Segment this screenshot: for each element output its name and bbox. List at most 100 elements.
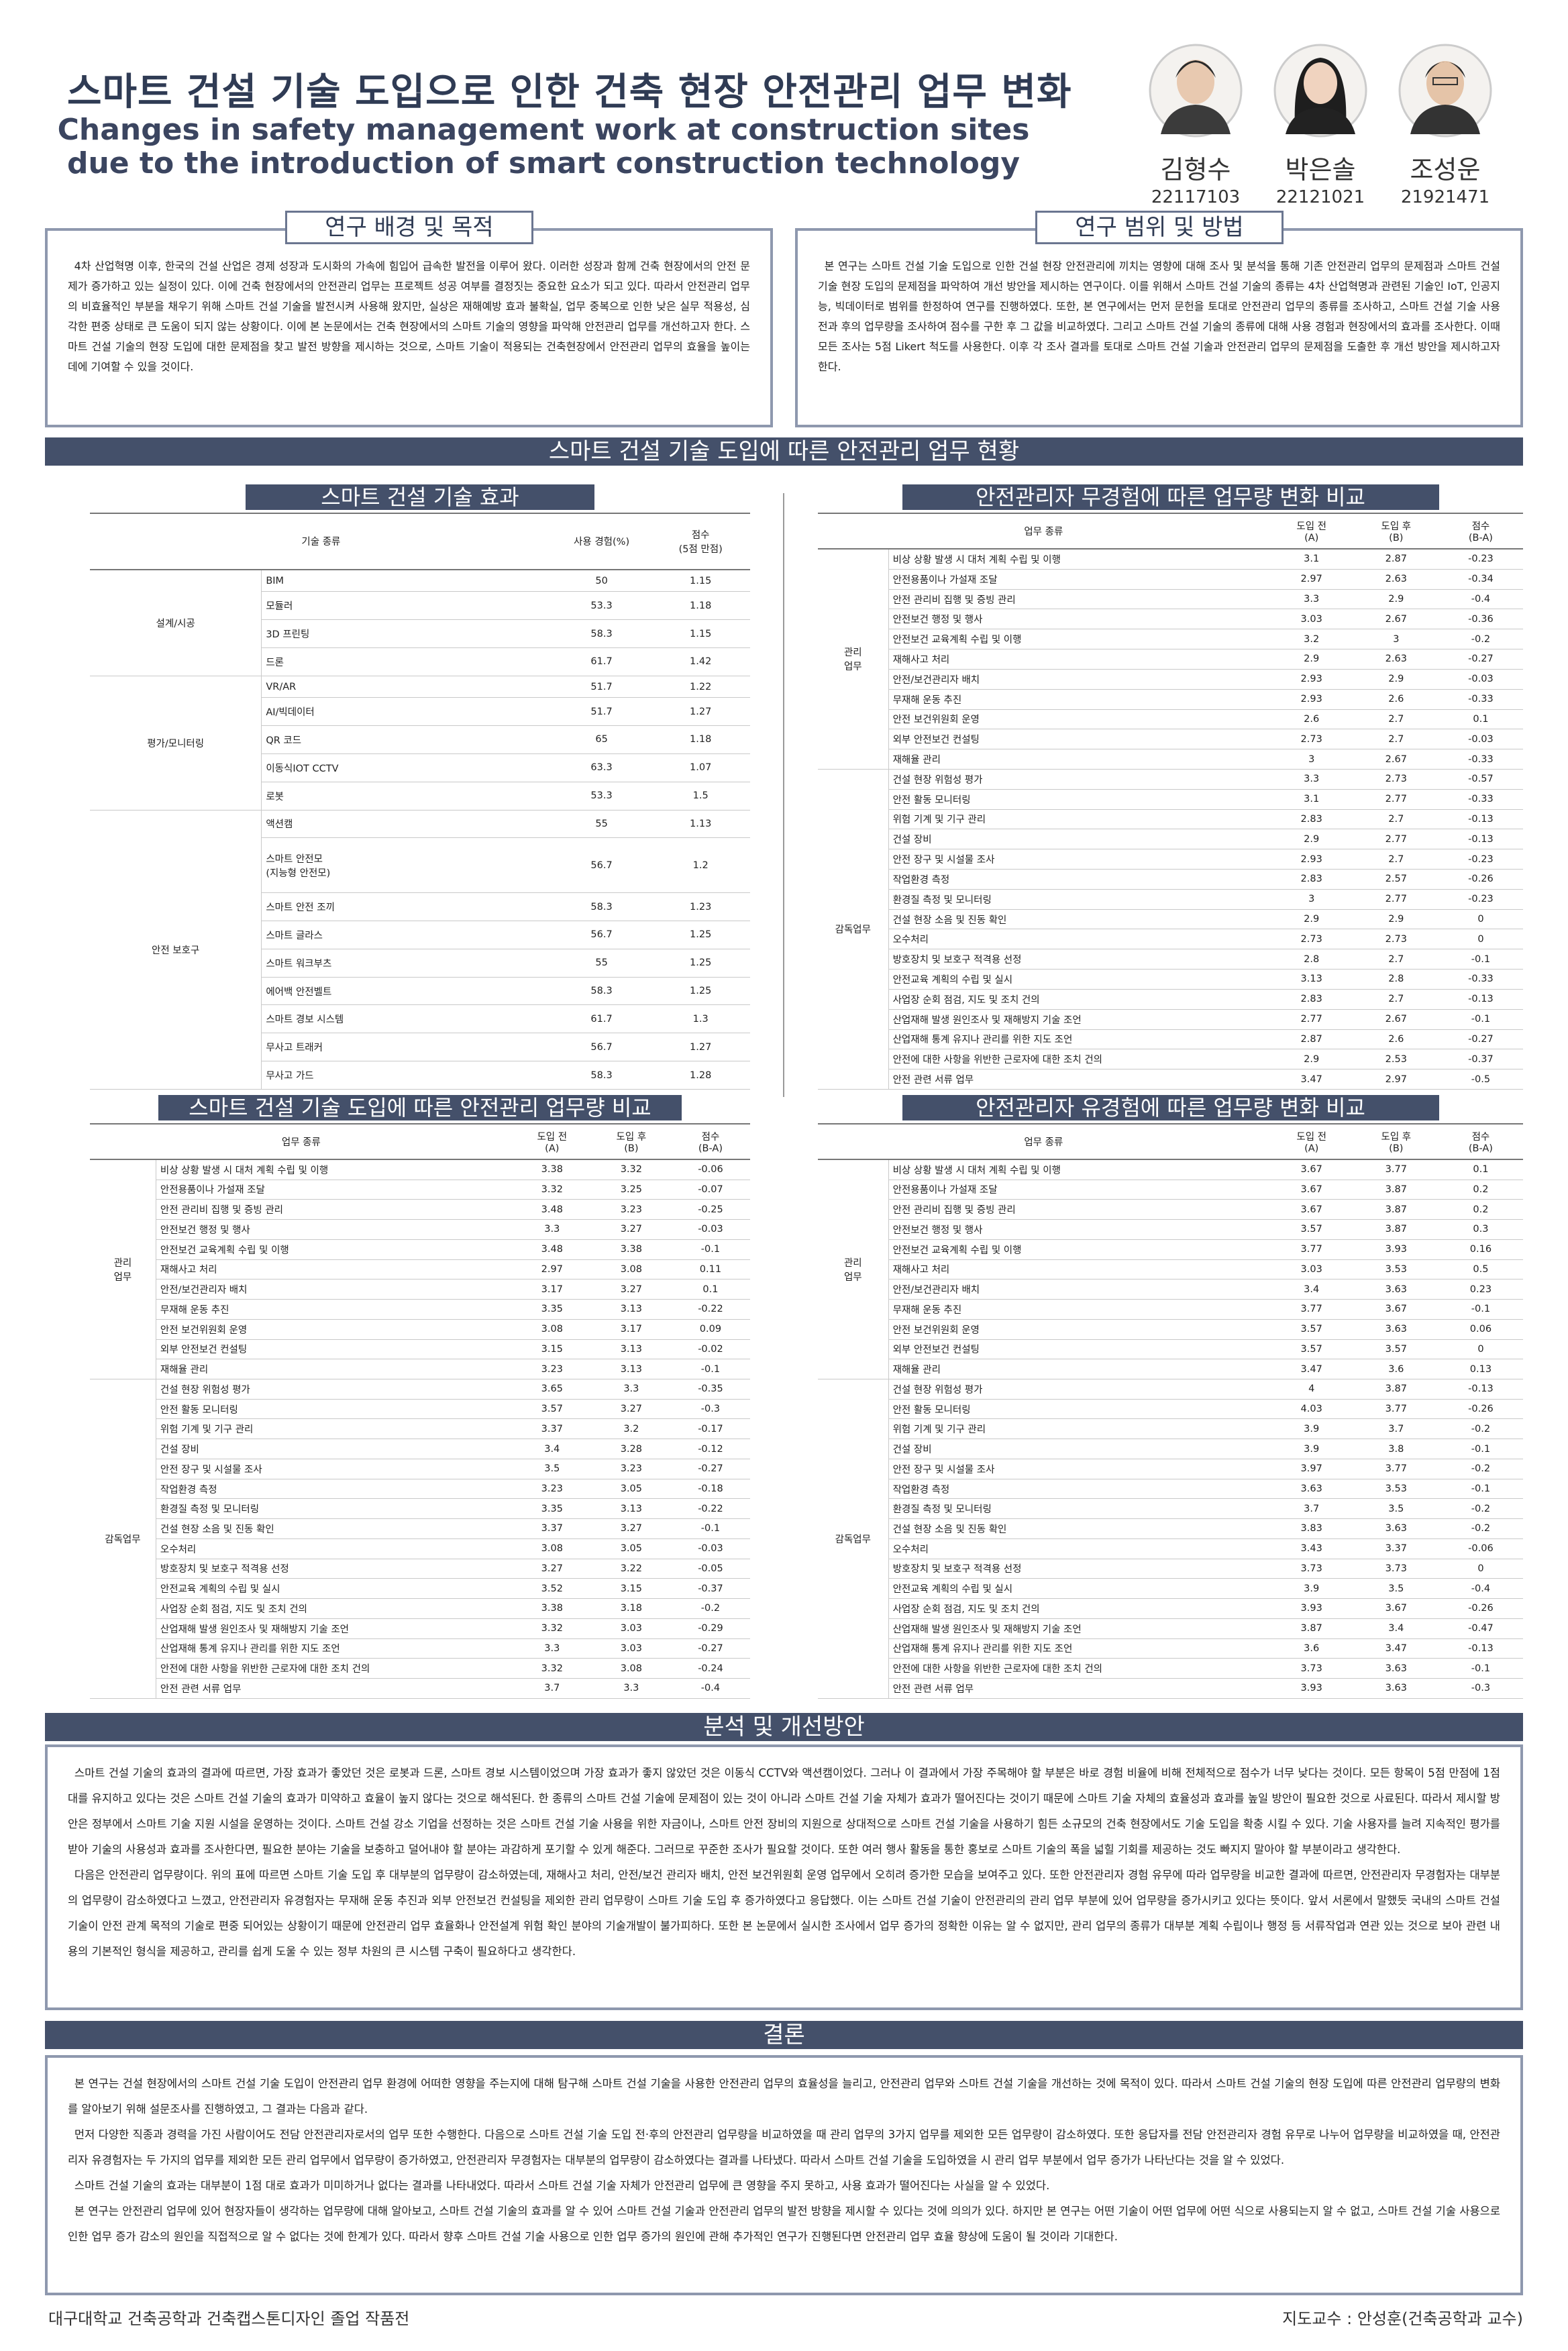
table-row: 외부 안전보건 컨설팅 3.15 3.13 -0.02 — [90, 1339, 750, 1360]
cell: 3.73 — [1353, 1559, 1439, 1579]
author: 김형수 22117103 — [1139, 149, 1253, 207]
cell: -0.2 — [1438, 1518, 1523, 1539]
column-header: 도입 전 (A) — [1269, 513, 1354, 550]
cell: -0.1 — [1438, 1299, 1523, 1320]
cell: 3.63 — [1269, 1479, 1354, 1500]
table-row: 안전 관리비 집행 및 증빙 관리 3.3 2.9 -0.4 — [818, 589, 1523, 610]
column-header: 업무 종류 — [818, 1123, 1269, 1160]
row-label: 재해율 관리 — [156, 1359, 513, 1379]
table-row: 안전에 대한 사항을 위반한 근로자에 대한 조치 건의 3.73 3.63 -0.1 — [818, 1658, 1523, 1679]
table-row: 재해사고 처리 3.03 3.53 0.5 — [818, 1259, 1523, 1280]
row-label: 안전보건 교육계획 수립 및 이행 — [888, 1239, 1269, 1260]
table-row: 산업재해 통계 유지나 관리를 위한 지도 조언 2.87 2.6 -0.27 — [818, 1029, 1523, 1050]
cell: 3.93 — [1269, 1598, 1354, 1619]
row-label: 안전에 대한 사항을 위반한 근로자에 대한 조치 건의 — [888, 1658, 1269, 1679]
cell: 3.2 — [1269, 629, 1354, 650]
row-label: 안전/보건관리자 배치 — [888, 1279, 1269, 1300]
cell: -0.23 — [1438, 849, 1523, 870]
row-label: 드론 — [261, 647, 552, 676]
cell: -0.2 — [1438, 629, 1523, 650]
cell: -0.13 — [1438, 1379, 1523, 1400]
cell: 1.28 — [651, 1061, 750, 1090]
cell: 3.05 — [591, 1538, 671, 1559]
table-row: 방호장치 및 보호구 적격용 선정 3.73 3.73 0 — [818, 1559, 1523, 1579]
cell: 2.73 — [1353, 929, 1439, 950]
row-label: 안전 보건위원회 운영 — [156, 1319, 513, 1340]
cell: 2.77 — [1353, 789, 1439, 810]
table-row: 산업재해 발생 원인조사 및 재해방지 기술 조언 3.32 3.03 -0.29 — [90, 1618, 750, 1639]
cell: 3.77 — [1269, 1299, 1354, 1320]
cell: 0.3 — [1438, 1219, 1523, 1240]
table-row: 사업장 순회 점검, 지도 및 조치 건의 3.38 3.18 -0.2 — [90, 1598, 750, 1619]
row-label: 안전에 대한 사항을 위반한 근로자에 대한 조치 건의 — [888, 1049, 1269, 1070]
cell: 1.15 — [651, 569, 750, 592]
table-row: 건설 장비 3.4 3.28 -0.12 — [90, 1439, 750, 1459]
table-row: 산업재해 발생 원인조사 및 재해방지 기술 조언 3.87 3.4 -0.47 — [818, 1618, 1523, 1639]
cell: -0.4 — [1438, 1578, 1523, 1600]
cell: 2.97 — [1353, 1069, 1439, 1090]
cell: 58.3 — [552, 619, 651, 649]
table-row: 무재해 운동 추진 2.93 2.6 -0.33 — [818, 689, 1523, 710]
cell: -0.05 — [670, 1559, 750, 1579]
cell: 3.32 — [512, 1658, 592, 1679]
table-row: 안전교육 계획의 수립 및 실시 3.13 2.8 -0.33 — [818, 969, 1523, 990]
table-row: 건설 현장 소음 및 진동 확인 2.9 2.9 0 — [818, 909, 1523, 930]
row-label: 오수처리 — [156, 1538, 513, 1559]
cell: 1.27 — [651, 1033, 750, 1062]
row-label: 사업장 순회 점검, 지도 및 조치 건의 — [888, 989, 1269, 1010]
cell: -0.34 — [1438, 569, 1523, 590]
section-tab: 연구 배경 및 목적 — [285, 211, 533, 244]
cell: -0.33 — [1438, 749, 1523, 770]
cell: 3.47 — [1269, 1359, 1354, 1379]
cell: 3.08 — [591, 1658, 671, 1679]
cell: 2.9 — [1353, 589, 1439, 610]
cell: 2.9 — [1269, 649, 1354, 670]
scope-box: 본 연구는 스마트 건설 기술 도입으로 인한 건설 현장 안전관리에 끼치는 … — [795, 228, 1523, 427]
table-row: 안전용품이나 가설재 조달 3.67 3.87 0.2 — [818, 1180, 1523, 1200]
cell: 3.87 — [1353, 1379, 1439, 1400]
cell: 3.32 — [591, 1159, 671, 1180]
cell: 3.5 — [1353, 1498, 1439, 1520]
cell: 3.3 — [512, 1219, 592, 1240]
row-label: 사업장 순회 점검, 지도 및 조치 건의 — [888, 1598, 1269, 1619]
row-label: 안전 활동 모니터링 — [156, 1399, 513, 1420]
row-label: 안전교육 계획의 수립 및 실시 — [156, 1578, 513, 1600]
cell: 3.27 — [591, 1518, 671, 1539]
cell: 3.53 — [1353, 1259, 1439, 1280]
row-label: 오수처리 — [888, 1538, 1269, 1559]
row-label: 외부 안전보건 컨설팅 — [888, 1339, 1269, 1360]
row-label: 에어백 안전벨트 — [261, 977, 552, 1006]
cell: 3.23 — [591, 1199, 671, 1220]
portrait — [1273, 44, 1367, 138]
cell: 0 — [1438, 1339, 1523, 1360]
group-label: 안전 보호구 — [90, 810, 262, 1090]
subtitle: Changes in safety management work at con… — [57, 113, 1030, 147]
cell: -0.3 — [670, 1399, 750, 1420]
column-header: 점수 (B-A) — [1438, 1123, 1523, 1160]
author-name: 조성운 — [1410, 155, 1481, 185]
data-table: 업무 종류 도입 전 (A) 도입 후 (B) 점수 (B-A) 관리 업무 비상 상황 … — [818, 1123, 1523, 1700]
cell: 0.13 — [1438, 1359, 1523, 1379]
cell: 3.03 — [591, 1638, 671, 1659]
table-row: 안전 관리비 집행 및 증빙 관리 3.67 3.87 0.2 — [818, 1199, 1523, 1220]
cell: 3.27 — [512, 1559, 592, 1579]
row-label: 건설 장비 — [888, 1439, 1269, 1459]
column-header: 점수 (5점 만점) — [651, 513, 750, 570]
cell: 3.4 — [512, 1439, 592, 1459]
author-id: 22117103 — [1151, 187, 1241, 207]
row-label: 작업환경 측정 — [156, 1479, 513, 1500]
row-label: 작업환경 측정 — [888, 1479, 1269, 1500]
cell: 3.1 — [1269, 548, 1354, 570]
cell: 3.97 — [1269, 1459, 1354, 1479]
table-row: 무사고 가드 58.3 1.28 — [90, 1061, 750, 1090]
background-box: 4차 산업혁명 이후, 한국의 건설 산업은 경제 성장과 도시화의 가속에 힘… — [45, 228, 773, 427]
cell: 2.6 — [1269, 709, 1354, 730]
row-label: 안전보건 교육계획 수립 및 이행 — [888, 629, 1269, 650]
row-label: 위험 기계 및 기구 관리 — [888, 809, 1269, 830]
cell: 61.7 — [552, 647, 651, 676]
cell: 3.48 — [512, 1199, 592, 1220]
group-label: 관리 업무 — [90, 1159, 156, 1379]
column-header: 업무 종류 — [90, 1123, 513, 1160]
column-header: 사용 경험(%) — [552, 513, 651, 570]
row-label: VR/AR — [261, 676, 552, 698]
